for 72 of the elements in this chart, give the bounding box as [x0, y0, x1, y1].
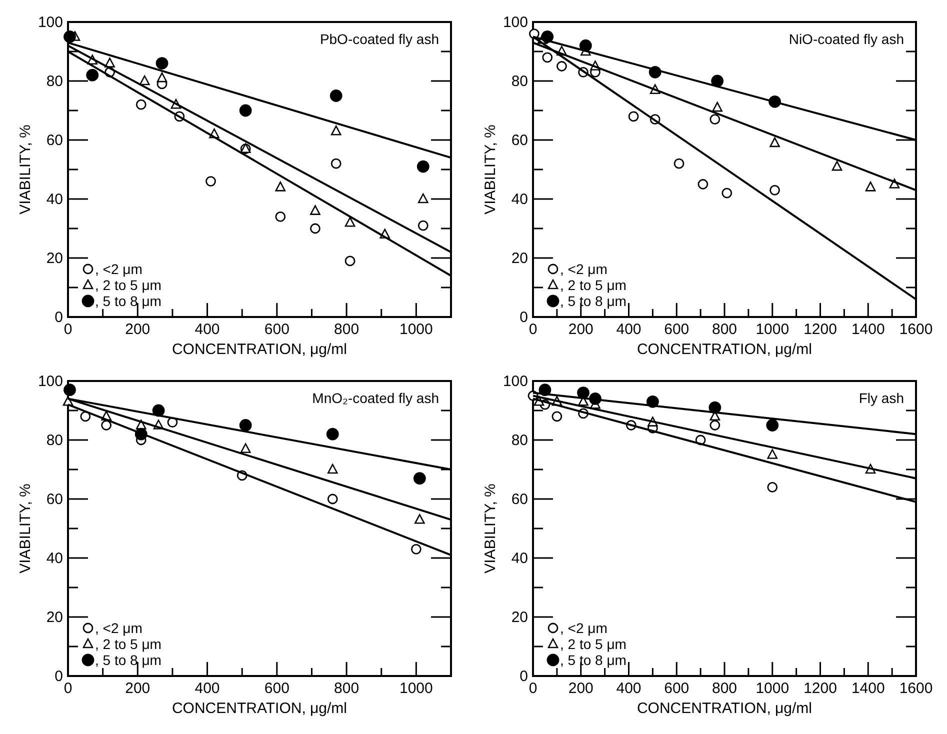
- y-tick-label: 60: [511, 491, 528, 508]
- x-axis-title: CONCENTRATION, μg/ml: [172, 341, 348, 358]
- legend-label: , <2 μm: [95, 620, 142, 636]
- x-tick-label: 400: [194, 321, 220, 338]
- x-tick-label: 800: [334, 321, 360, 338]
- y-tick-label: 20: [511, 250, 528, 267]
- x-tick-label: 1200: [804, 321, 837, 338]
- x-tick-label: 200: [125, 321, 150, 338]
- text: NiO-coated fly ash: [788, 31, 904, 47]
- y-axis-title: VIABILITY, %: [482, 484, 499, 574]
- x-tick-label: 1000: [756, 321, 790, 338]
- x-axis-title: CONCENTRATION, μg/ml: [172, 700, 348, 717]
- x-tick-label: 600: [664, 680, 690, 697]
- y-tick-label: 60: [46, 132, 63, 149]
- y-tick-label: 60: [46, 491, 63, 508]
- y-tick-label: 20: [46, 250, 63, 267]
- text: PbO-coated fly ash: [320, 31, 439, 47]
- x-tick-label: 1000: [756, 680, 790, 697]
- y-tick-label: 100: [502, 373, 528, 390]
- text: Fly ash: [858, 390, 904, 406]
- legend-label: , <2 μm: [95, 261, 142, 277]
- x-tick-label: 400: [616, 321, 642, 338]
- y-tick-label: 0: [54, 668, 63, 685]
- legend-label: , 2 to 5 μm: [95, 636, 162, 652]
- legend-label: , 2 to 5 μm: [95, 277, 162, 293]
- y-tick-label: 100: [38, 14, 63, 31]
- x-tick-label: 400: [616, 680, 642, 697]
- legend-label: , 5 to 8 μm: [95, 293, 162, 309]
- y-tick-label: 0: [520, 309, 528, 326]
- y-tick-label: 40: [46, 191, 63, 208]
- y-tick-label: 40: [46, 550, 63, 567]
- y-tick-label: 100: [502, 14, 528, 31]
- x-tick-label: 600: [264, 321, 290, 338]
- y-tick-label: 0: [520, 668, 528, 685]
- x-tick-label: 1400: [851, 680, 885, 697]
- y-tick-label: 20: [511, 609, 528, 626]
- y-tick-label: 40: [511, 191, 528, 208]
- legend-label: , 2 to 5 μm: [560, 636, 626, 652]
- legend-label: , 5 to 8 μm: [95, 652, 162, 668]
- x-tick-label: 200: [125, 680, 150, 697]
- x-tick-label: 800: [334, 680, 360, 697]
- x-tick-label: 600: [664, 321, 690, 338]
- legend-label: , 2 to 5 μm: [560, 277, 626, 293]
- x-tick-label: 800: [712, 321, 738, 338]
- x-tick-label: 400: [194, 680, 220, 697]
- y-tick-label: 40: [511, 550, 528, 567]
- y-axis-title: VIABILITY, %: [482, 124, 499, 214]
- y-axis-title: VIABILITY, %: [17, 484, 34, 574]
- x-axis-title: CONCENTRATION, μg/ml: [636, 700, 812, 717]
- y-tick-label: 80: [46, 432, 63, 449]
- y-tick-label: 60: [511, 132, 528, 149]
- text: MnO₂-coated fly ash: [312, 390, 439, 406]
- y-tick-label: 20: [46, 609, 63, 626]
- x-tick-label: 1400: [851, 321, 885, 338]
- x-tick-label: 800: [712, 680, 738, 697]
- x-tick-label: 1000: [399, 321, 433, 338]
- x-tick-label: 1600: [899, 321, 933, 338]
- x-tick-label: 1000: [399, 680, 433, 697]
- legend-label: , <2 μm: [560, 620, 608, 636]
- x-tick-label: 600: [264, 680, 290, 697]
- y-tick-label: 80: [46, 73, 63, 90]
- y-tick-label: 80: [511, 432, 528, 449]
- x-tick-label: 1600: [899, 680, 933, 697]
- x-tick-label: 200: [568, 680, 594, 697]
- y-tick-label: 80: [511, 73, 528, 90]
- legend-label: , <2 μm: [560, 261, 608, 277]
- y-tick-label: 0: [54, 309, 63, 326]
- y-tick-label: 100: [38, 373, 63, 390]
- x-tick-label: 200: [568, 321, 594, 338]
- x-tick-label: 1200: [804, 680, 837, 697]
- y-axis-title: VIABILITY, %: [17, 124, 34, 214]
- x-axis-title: CONCENTRATION, μg/ml: [636, 341, 812, 358]
